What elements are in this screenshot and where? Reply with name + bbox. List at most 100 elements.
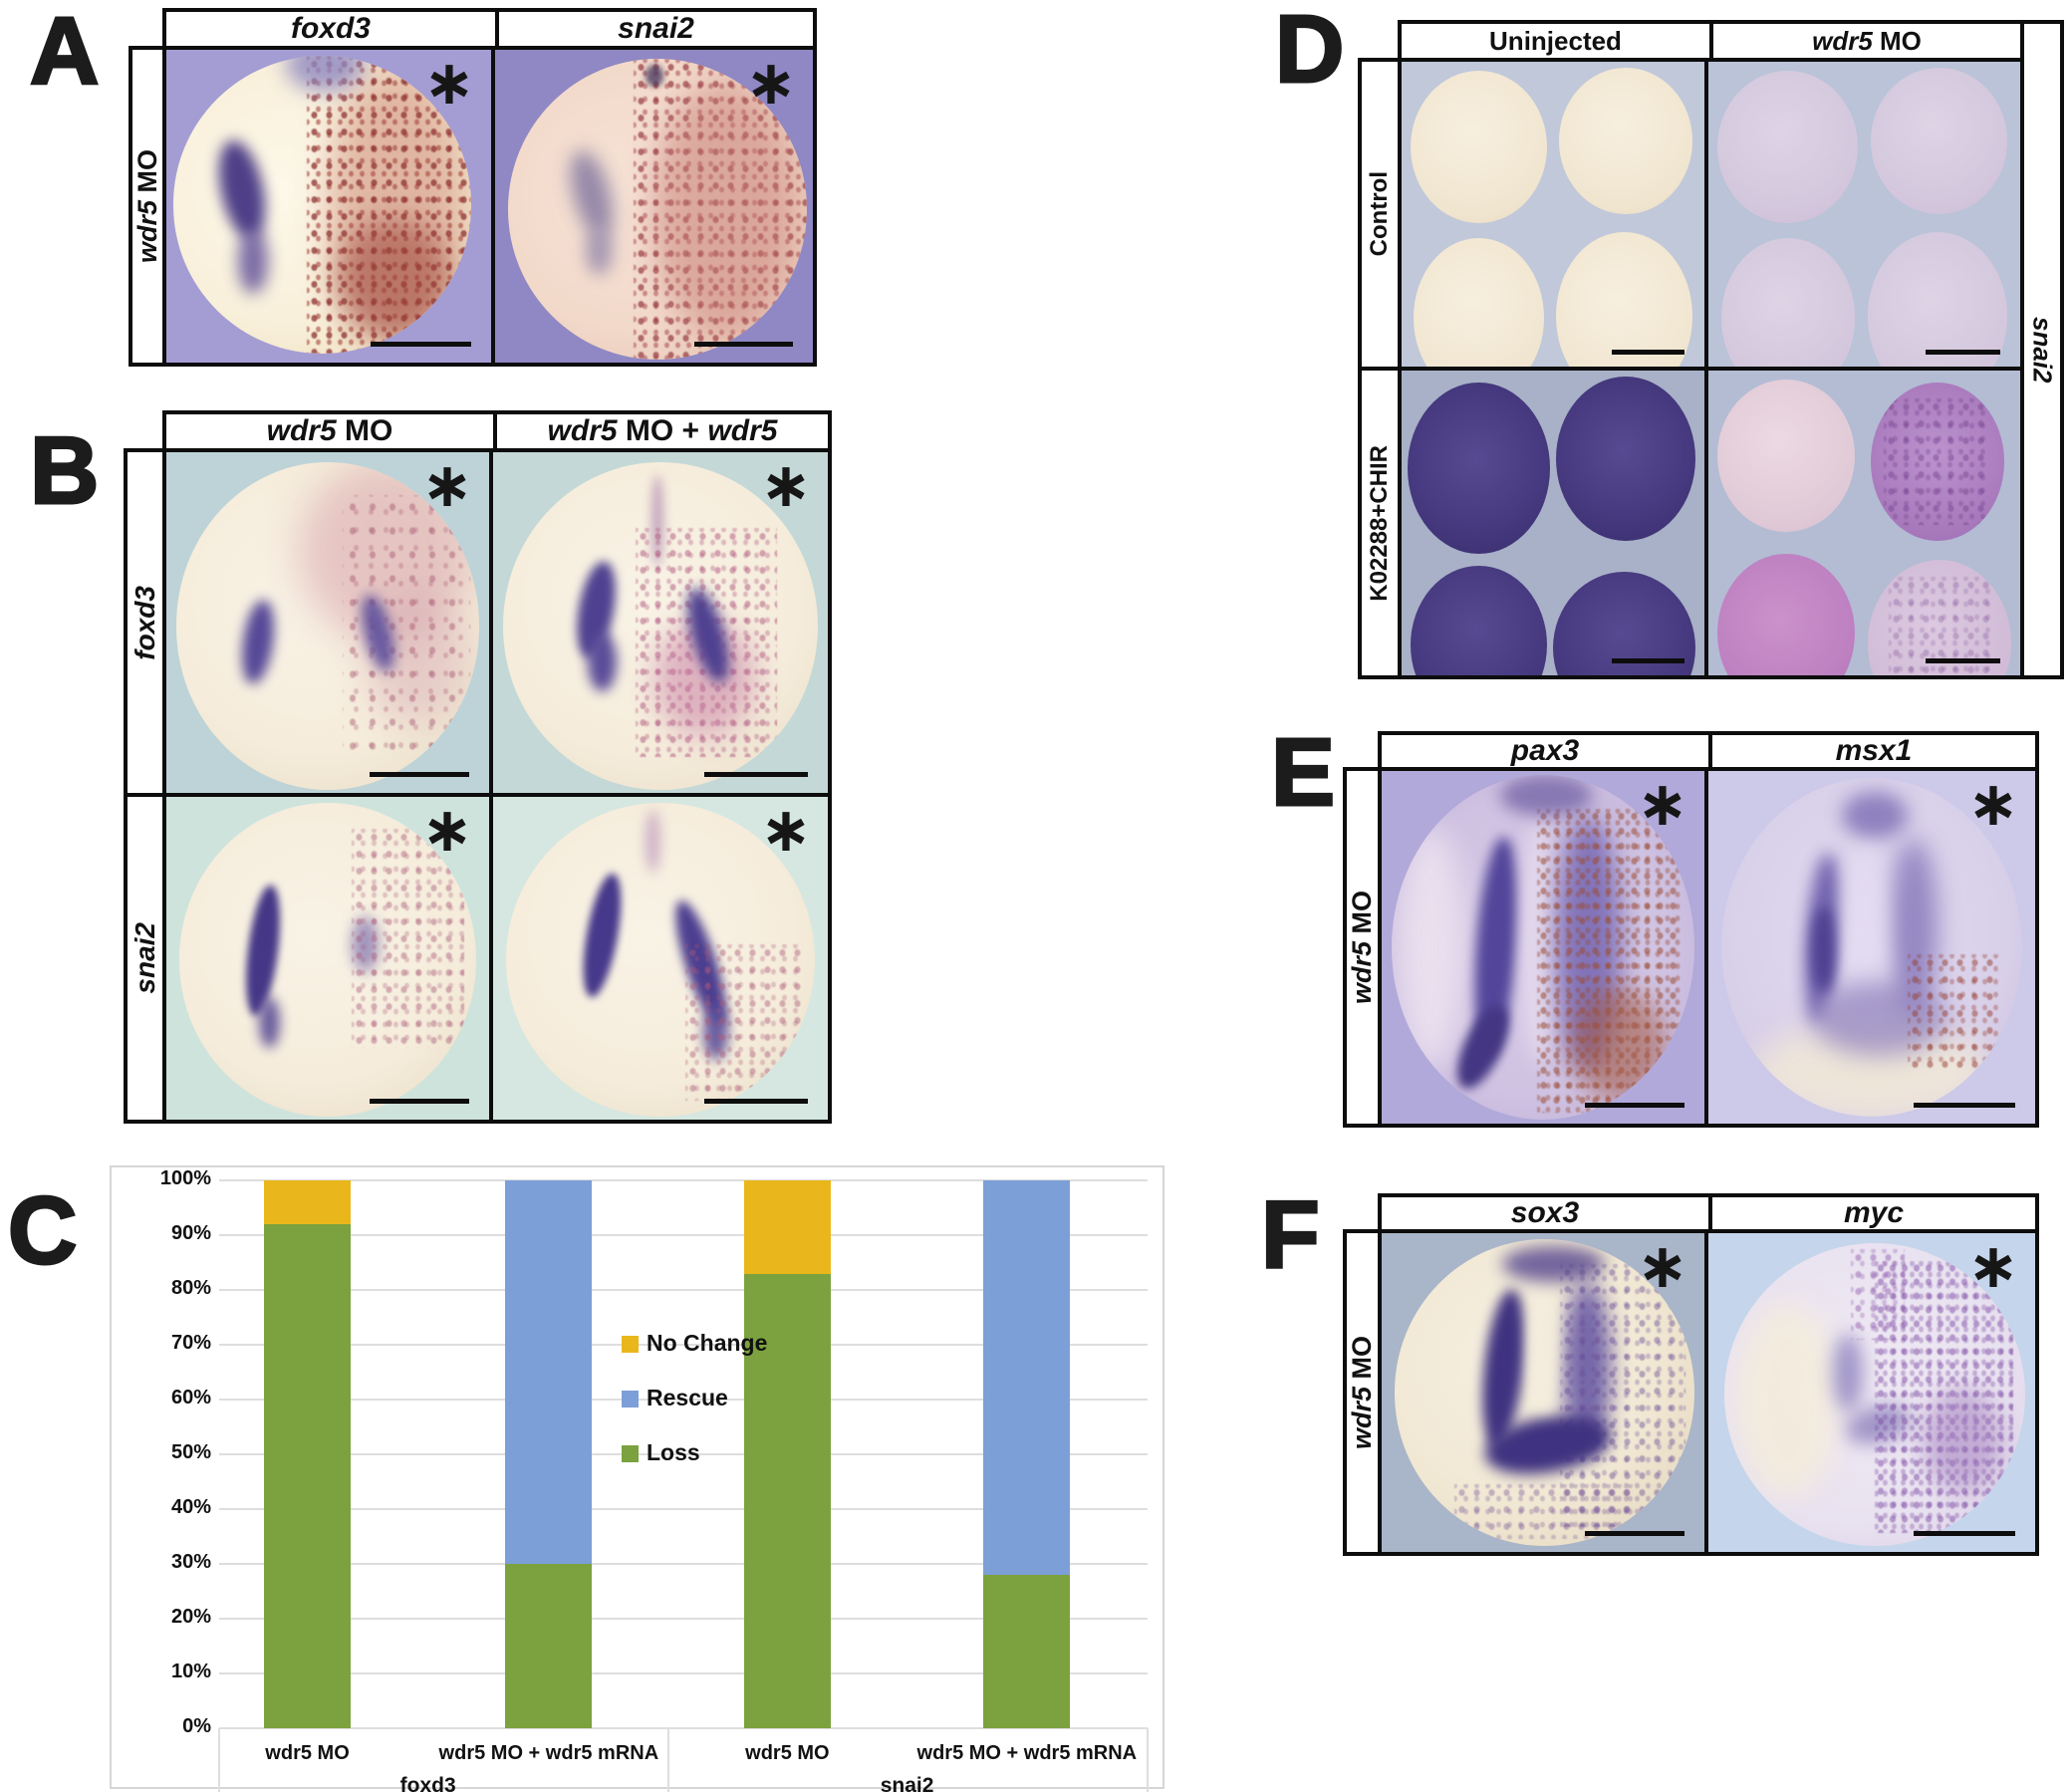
scale-bar bbox=[369, 772, 469, 777]
embryo bbox=[503, 462, 818, 790]
embryo-image-f-myc: ∗ bbox=[1704, 1229, 2039, 1556]
panel-d-header-row: Uninjected wdr5 MO bbox=[1398, 20, 2024, 62]
asterisk-marker: ∗ bbox=[421, 793, 473, 866]
panel-e-row-label-wdr5mo: wdr5 MO bbox=[1343, 767, 1382, 1128]
chart: 0% 10% 20% 30% 40% 50% 60% 70% 80% 90% 100% wdr5 MO… bbox=[110, 1165, 1165, 1792]
bar-segment-loss bbox=[983, 1575, 1071, 1728]
animal-cap bbox=[1870, 68, 2008, 214]
panel-d-col-header-uninjected: Uninjected bbox=[1489, 25, 1622, 56]
scale-bar bbox=[1914, 1531, 2015, 1536]
chart-gridline bbox=[219, 1672, 1148, 1674]
animal-cap bbox=[1717, 380, 1856, 533]
embryo-image-b-snai2-wdr5mo: ∗ bbox=[162, 793, 493, 1124]
chart-plot-area: 0% 10% 20% 30% 40% 50% 60% 70% 80% 90% 100% wdr5 MO… bbox=[112, 1167, 1163, 1792]
embryo bbox=[178, 803, 477, 1117]
stain-blob bbox=[645, 809, 660, 873]
embryo-image-b-foxd3-rescue: ∗ bbox=[489, 448, 832, 797]
stain-speckles bbox=[351, 828, 465, 1048]
stain-blob bbox=[1529, 1282, 1557, 1411]
asterisk-marker: ∗ bbox=[421, 448, 473, 521]
panel-d-row-label-k02288-chir: K02288+CHIR bbox=[1358, 367, 1402, 679]
embryo-image-b-foxd3-wdr5mo: ∗ bbox=[162, 448, 493, 797]
scale-bar bbox=[1925, 350, 2000, 355]
bar-segment-rescue bbox=[505, 1180, 593, 1564]
axis-band-separator bbox=[1147, 1728, 1149, 1792]
x-category-label: wdr5 MO + wdr5 mRNA bbox=[438, 1742, 659, 1764]
asterisk-marker: ∗ bbox=[760, 448, 812, 521]
scale-bar bbox=[1584, 1531, 1684, 1536]
embryo-image-a-foxd3: ∗ bbox=[162, 46, 495, 367]
x-category-label: wdr5 MO bbox=[745, 1742, 830, 1764]
legend-swatch-rescue bbox=[622, 1391, 639, 1408]
animal-cap bbox=[1556, 232, 1692, 367]
animal-cap bbox=[1411, 565, 1547, 675]
bar-segment-no-change bbox=[743, 1180, 831, 1274]
panel-b-row-label-foxd3: foxd3 bbox=[124, 448, 166, 797]
chart-gridline bbox=[219, 1563, 1148, 1565]
panel-b-col-header-wdr5mo-plus-wdr5: wdr5 MO + wdr5 bbox=[493, 414, 828, 448]
chart-gridline bbox=[219, 1234, 1148, 1236]
asterisk-marker: ∗ bbox=[1637, 767, 1688, 840]
x-group-label: snai2 bbox=[880, 1774, 934, 1792]
stain-blob bbox=[1841, 791, 1909, 840]
stain-speckles bbox=[1889, 576, 1997, 675]
panel-c-label: C bbox=[6, 1177, 78, 1284]
bar-segment-loss bbox=[505, 1564, 593, 1728]
row-label-text: wdr5 MO bbox=[131, 148, 162, 264]
panel-f-col-header-sox3: sox3 bbox=[1510, 1196, 1580, 1229]
legend-label: Rescue bbox=[647, 1385, 728, 1410]
bar-segment-rescue bbox=[983, 1180, 1071, 1575]
embryo-image-e-msx1: ∗ bbox=[1704, 767, 2039, 1128]
panel-d-side-label-snai2: snai2 bbox=[2020, 20, 2064, 679]
panel-e-col-header-pax3: pax3 bbox=[1510, 734, 1580, 767]
y-axis-tick-label: 70% bbox=[170, 1332, 211, 1354]
embryo bbox=[507, 59, 807, 360]
animal-cap-image-wdr5mo-k02288-chir bbox=[1704, 367, 2024, 679]
scale-bar bbox=[370, 342, 471, 347]
legend-swatch-no-change bbox=[622, 1336, 639, 1353]
stain-blob bbox=[645, 65, 663, 87]
scale-bar bbox=[1612, 350, 1684, 355]
stain-blob bbox=[588, 632, 617, 692]
animal-cap bbox=[1867, 232, 2008, 367]
animal-cap bbox=[1870, 383, 2005, 542]
embryo-image-a-snai2: ∗ bbox=[491, 46, 817, 367]
panel-a-row-label-wdr5mo: wdr5 MO bbox=[129, 46, 166, 367]
asterisk-marker: ∗ bbox=[1637, 1229, 1688, 1302]
stain-blob bbox=[1397, 826, 1464, 1069]
x-category-label: wdr5 MO bbox=[265, 1742, 350, 1764]
chart-gridline bbox=[219, 1344, 1148, 1346]
y-axis-tick-label: 80% bbox=[170, 1277, 211, 1299]
stain-blob bbox=[703, 1003, 728, 1061]
chart-gridline bbox=[219, 1508, 1148, 1510]
animal-cap bbox=[1717, 71, 1859, 224]
animal-cap-image-uninjected-control bbox=[1398, 58, 1708, 371]
animal-cap bbox=[1867, 559, 2011, 675]
embryo-image-f-sox3: ∗ bbox=[1378, 1229, 1708, 1556]
panel-e-col-header-msx1: msx1 bbox=[1708, 734, 2035, 767]
animal-cap bbox=[1720, 238, 1856, 367]
y-axis-tick-label: 30% bbox=[170, 1551, 211, 1573]
stain-blob bbox=[650, 83, 795, 336]
animal-cap bbox=[1411, 71, 1547, 224]
stain-speckles bbox=[1908, 953, 1998, 1070]
stain-blob bbox=[1833, 1333, 1864, 1412]
row-label-text: wdr5 MO bbox=[1347, 890, 1377, 1005]
stain-blob bbox=[562, 145, 621, 243]
embryo bbox=[175, 462, 480, 790]
stain-speckles bbox=[1559, 1263, 1686, 1528]
panel-a-col-header-snai2: snai2 bbox=[495, 12, 813, 46]
asterisk-marker: ∗ bbox=[423, 46, 475, 119]
stain-blob bbox=[1502, 1245, 1605, 1283]
chart-gridline bbox=[219, 1453, 1148, 1455]
stain-blob bbox=[1736, 1303, 1840, 1497]
embryo bbox=[506, 803, 815, 1117]
scale-bar bbox=[369, 1099, 469, 1104]
animal-cap bbox=[1559, 68, 1692, 214]
bar-segment-loss bbox=[743, 1273, 831, 1728]
axis-band-separator bbox=[666, 1728, 669, 1792]
scale-bar bbox=[1914, 1103, 2015, 1108]
legend-label: No Change bbox=[647, 1330, 768, 1356]
embryo bbox=[1724, 1242, 2026, 1546]
y-axis-tick-label: 10% bbox=[170, 1661, 211, 1682]
